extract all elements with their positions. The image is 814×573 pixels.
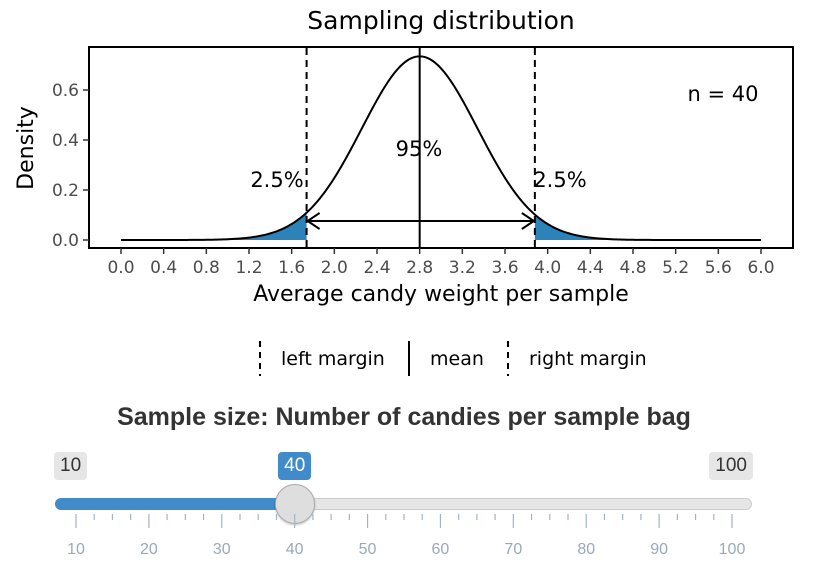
slider-tick-label: 90 (650, 541, 668, 558)
slider-tick-label: 30 (213, 541, 231, 558)
x-axis-label: Average candy weight per sample (253, 282, 629, 307)
x-tick-label: 3.2 (449, 258, 476, 278)
density-curve (121, 55, 761, 241)
chart-title: Sampling distribution (307, 6, 574, 35)
center-percent-label: 95% (396, 137, 443, 161)
slider-tick-label: 50 (359, 541, 377, 558)
right-tail-percent-label: 2.5% (533, 168, 586, 192)
x-tick-label: 0.8 (193, 258, 220, 278)
x-tick-label: 2.0 (321, 258, 348, 278)
x-tick-label: 6.0 (747, 258, 774, 278)
slider-tick-label: 80 (577, 541, 595, 558)
slider-grid: 10 20 30 40 50 60 70 80 90 100 (67, 514, 746, 558)
slider-tick-label: 40 (286, 541, 304, 558)
sampling-distribution-chart: Sampling distribution Density Average ca… (14, 6, 794, 376)
x-tick-label: 2.8 (406, 258, 433, 278)
slider-tick-label: 100 (719, 541, 746, 558)
y-tick-label: 0.2 (52, 181, 79, 201)
legend-right-margin-label: right margin (529, 348, 647, 370)
x-tick-label: 3.6 (491, 258, 518, 278)
y-axis-label: Density (14, 106, 39, 190)
slider-value-label: 40 (278, 452, 312, 480)
interval-arrow-left-head (305, 212, 321, 230)
x-tick-label: 0.0 (107, 258, 134, 278)
slider-max-label: 100 (709, 452, 753, 480)
x-tick-label: 0.4 (150, 258, 177, 278)
x-tick-label: 4.8 (619, 258, 646, 278)
x-tick-label: 4.4 (577, 258, 604, 278)
interval-arrow-right-head (521, 212, 536, 230)
left-tail-area (121, 212, 307, 240)
legend: left margin mean right margin (259, 341, 647, 376)
x-tick-label: 2.4 (363, 258, 390, 278)
slider-fill (55, 498, 295, 510)
x-tick-label: 4.0 (534, 258, 561, 278)
x-tick-label: 5.6 (705, 258, 732, 278)
slider-tick-label: 10 (67, 541, 85, 558)
x-tick-label: 1.2 (235, 258, 262, 278)
legend-left-margin-label: left margin (281, 348, 385, 370)
y-tick-label: 0.4 (52, 131, 79, 151)
right-tail-area (534, 214, 761, 240)
slider-tick-label: 70 (504, 541, 522, 558)
slider-tick-label: 60 (432, 541, 450, 558)
slider-title: Sample size: Number of candies per sampl… (117, 403, 691, 431)
left-tail-percent-label: 2.5% (250, 168, 303, 192)
plot-panel-border (88, 46, 794, 249)
y-tick-label: 0.6 (52, 81, 79, 101)
slider-min-label: 10 (54, 452, 88, 480)
x-tick-label: 1.6 (278, 258, 305, 278)
sample-size-slider[interactable]: 10 100 40 10 20 30 40 50 60 70 80 90 100 (0, 440, 814, 573)
n-annotation: n = 40 (688, 82, 759, 106)
legend-mean-label: mean (430, 348, 484, 370)
x-tick-label: 5.2 (662, 258, 689, 278)
slider-tick-label: 20 (140, 541, 158, 558)
y-tick-label: 0.0 (52, 231, 79, 251)
